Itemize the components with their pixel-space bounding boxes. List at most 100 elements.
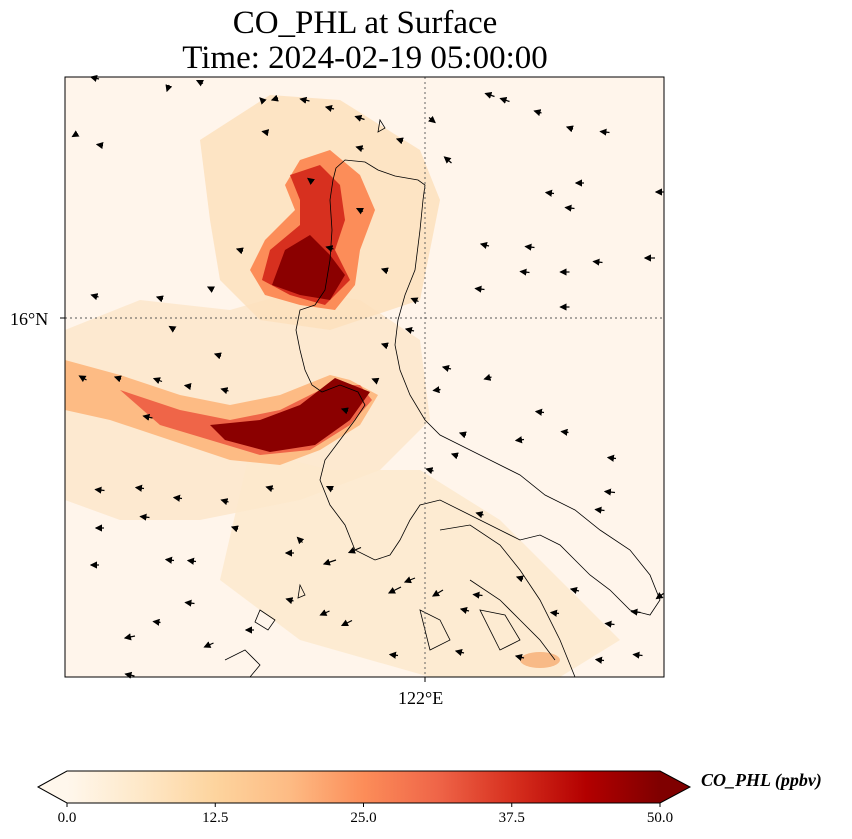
wind-arrow [441, 364, 452, 372]
wind-arrow [296, 536, 305, 545]
wind-arrow [599, 128, 610, 136]
wind-arrow [354, 114, 365, 122]
wind-arrow [603, 488, 616, 496]
wind-arrow [560, 428, 569, 436]
wind-arrow [432, 386, 441, 394]
wind-arrow [387, 586, 402, 594]
wind-arrow [152, 618, 161, 626]
island-outline [419, 609, 451, 651]
colorbar-max-extension [660, 771, 690, 803]
graticule [65, 77, 664, 677]
island-outline [479, 609, 521, 651]
wind-arrow [404, 326, 415, 334]
wind-arrow [472, 591, 483, 599]
wind-arrow [325, 485, 334, 493]
wind-arrow [549, 609, 560, 617]
colorbar-label: CO_PHL (ppbv) [701, 770, 822, 790]
wind-arrow [459, 606, 470, 614]
colorbar-tick-label: 0.0 [57, 810, 77, 826]
colorbar-min-extension [38, 771, 67, 803]
wind-arrow [479, 241, 490, 249]
wind-arrow [395, 137, 404, 145]
wind-arrow [71, 130, 80, 138]
wind-arrow [94, 486, 105, 494]
colorbar-tickmarks [66, 803, 661, 807]
wind-arrow [95, 141, 104, 150]
wind-arrow [265, 485, 274, 493]
wind-arrow [410, 297, 419, 305]
wind-arrow [431, 589, 444, 597]
wind-arrow [533, 109, 542, 117]
longitude-tick-label: 122°E [398, 688, 444, 708]
wind-arrow [261, 129, 270, 137]
wind-arrow [184, 599, 195, 607]
island-outline [254, 609, 276, 631]
wind-arrow [78, 375, 87, 383]
plume-north-core [272, 235, 345, 300]
wind-arrow [474, 285, 485, 293]
colorbar-tick-label: 50.0 [646, 810, 674, 826]
wind-arrow [484, 91, 495, 99]
colorbar-body [67, 771, 660, 803]
wind-arrow [499, 96, 510, 104]
wind-arrow [195, 79, 204, 87]
wind-arrow [134, 484, 145, 492]
plume-west-core [210, 378, 370, 452]
island-outline [377, 118, 386, 133]
wind-arrow [124, 671, 135, 679]
wind-arrow [230, 525, 239, 533]
wind-arrow [203, 641, 214, 648]
wind-arrow [183, 382, 192, 391]
wind-arrow [139, 513, 150, 521]
wind-arrow [592, 258, 603, 266]
map-title: CO_PHL at Surface [232, 5, 498, 41]
wind-arrow [443, 156, 452, 164]
map-frame [64, 76, 665, 678]
wind-arrow [475, 511, 484, 519]
wind-arrow [285, 597, 294, 605]
wind-arrow [515, 575, 524, 583]
wind-arrow [319, 609, 330, 616]
wind-arrow [324, 104, 335, 112]
wind-arrow [322, 558, 337, 566]
wind-arrow [213, 352, 222, 360]
wind-arrow [90, 293, 99, 301]
wind-arrow [483, 373, 492, 381]
wind-arrow [340, 407, 349, 415]
wind-arrow [519, 268, 530, 276]
wind-arrow [403, 576, 416, 584]
luzon-coastline [295, 159, 661, 616]
southern-coastline [439, 524, 576, 677]
wind-arrow [564, 204, 575, 212]
wind-vectors [71, 74, 664, 679]
wind-arrow [220, 498, 229, 506]
wind-arrow [380, 267, 389, 275]
wind-arrow [565, 125, 574, 133]
wind-arrow [630, 608, 641, 616]
wind-arrow [299, 96, 310, 104]
wind-arrow [534, 408, 545, 416]
wind-arrow [259, 97, 267, 105]
wind-arrow [152, 377, 163, 384]
wind-arrow [428, 115, 436, 124]
wind-arrow [186, 557, 197, 565]
wind-arrow [604, 620, 615, 628]
wind-arrow [450, 452, 459, 460]
wind-arrow [655, 592, 664, 600]
wind-arrow [524, 243, 535, 251]
wind-arrow [235, 247, 244, 255]
wind-arrow [307, 177, 315, 185]
island-outline [224, 649, 261, 677]
wind-arrow [340, 619, 353, 627]
wind-arrow [172, 494, 183, 502]
latitude-tick-label: 16°N [10, 309, 49, 329]
wind-arrow [325, 245, 334, 253]
wind-arrow [594, 506, 605, 514]
wind-arrow [164, 556, 175, 564]
wind-arrow [569, 586, 580, 594]
island-outline [297, 583, 306, 599]
wind-arrow [355, 207, 364, 215]
wind-arrow [425, 467, 434, 475]
southern-coastline-2 [469, 579, 556, 661]
